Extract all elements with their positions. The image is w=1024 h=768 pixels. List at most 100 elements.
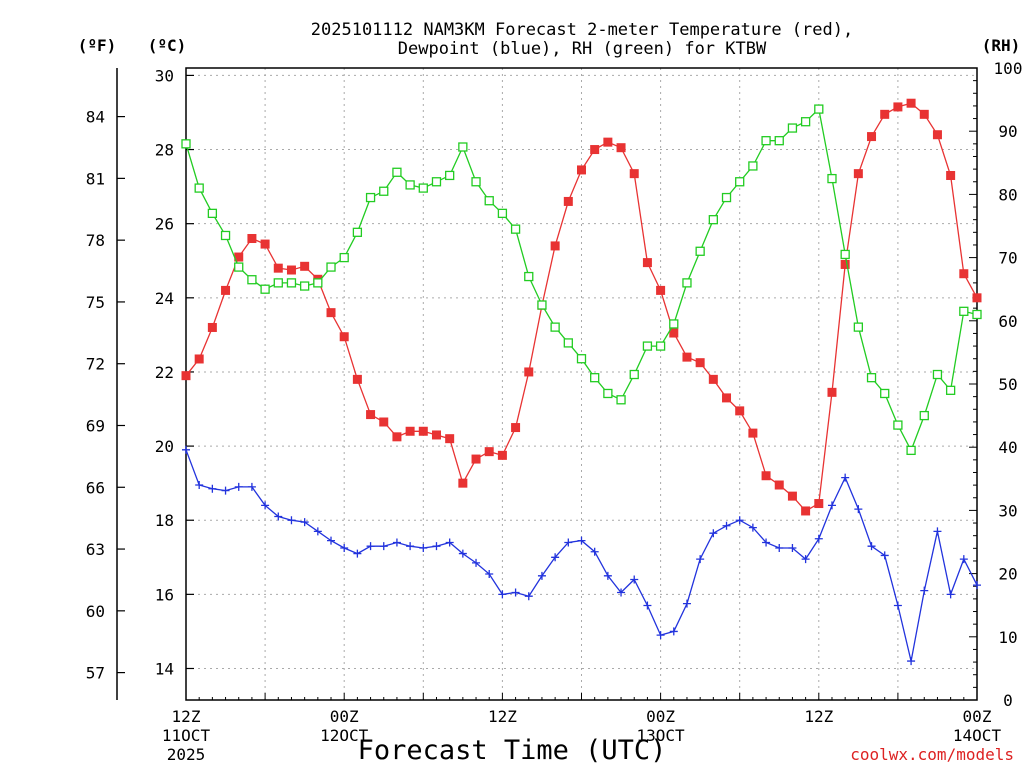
dewpoint-point xyxy=(472,558,481,567)
rh-point xyxy=(642,341,653,351)
temperature-point xyxy=(366,410,376,420)
dewpoint-point xyxy=(603,571,612,580)
rh-point xyxy=(392,167,402,177)
time-tick-label: 12Z xyxy=(488,707,517,726)
rh-axis-label: (RH) xyxy=(982,36,1021,55)
dewpoint-point xyxy=(353,549,362,558)
rh-point xyxy=(761,136,771,146)
rh-point xyxy=(299,281,310,291)
dewpoint-point xyxy=(195,481,204,490)
dewpoint-point xyxy=(748,523,757,532)
temperature-point xyxy=(577,165,586,175)
time-tick-label: 11OCT xyxy=(162,726,211,745)
temperature-point xyxy=(511,423,521,433)
temperature-point xyxy=(827,387,837,397)
temperature-point xyxy=(550,241,560,251)
rh-point xyxy=(405,180,415,190)
celsius-tick-label: 22 xyxy=(155,363,174,382)
rh-tick-label: 0 xyxy=(1003,691,1013,710)
dewpoint-point xyxy=(406,542,415,551)
temperature-point xyxy=(880,109,890,119)
temperature-point xyxy=(893,102,903,112)
dewpoint-point xyxy=(590,547,599,556)
fahrenheit-tick-label: 72 xyxy=(86,355,105,374)
dewpoint-point xyxy=(643,601,652,610)
rh-point xyxy=(524,271,534,282)
rh-point xyxy=(207,208,218,219)
time-tick-label: 12OCT xyxy=(320,726,369,745)
rh-point xyxy=(880,388,890,399)
rh-point xyxy=(735,177,745,187)
rh-point xyxy=(247,275,257,285)
time-tick-label: 00Z xyxy=(963,707,992,726)
gridlines xyxy=(186,68,977,700)
temperature-point xyxy=(708,374,718,384)
dewpoint-point xyxy=(327,536,336,545)
time-tick-label: 12Z xyxy=(804,707,833,726)
dewpoint-point xyxy=(893,601,902,610)
x-axis-title: Forecast Time (UTC) xyxy=(358,735,667,766)
rh-tick-label: 60 xyxy=(998,312,1017,331)
rh-point xyxy=(471,177,481,187)
temperature-point xyxy=(352,374,362,384)
rh-point xyxy=(260,284,270,294)
rh-point xyxy=(194,183,204,193)
temperature-point xyxy=(669,328,679,338)
rh-point xyxy=(748,161,758,171)
dewpoint-point xyxy=(537,571,546,580)
rh-point xyxy=(576,354,587,364)
rh-point xyxy=(669,319,679,329)
rh-point xyxy=(352,227,363,237)
dewpoint-point xyxy=(274,512,283,521)
dewpoint-point xyxy=(485,569,494,578)
dewpoint-point xyxy=(340,544,349,553)
rh-point xyxy=(959,306,969,316)
temperature-point xyxy=(405,426,415,436)
temperature-point xyxy=(603,137,613,147)
dewpoint-point xyxy=(379,542,388,551)
temperature-point xyxy=(840,259,850,269)
rh-point xyxy=(537,300,547,310)
dewpoint-point xyxy=(762,538,771,547)
rh-point xyxy=(590,373,600,383)
temperature-point xyxy=(181,371,191,381)
rh-point xyxy=(458,142,468,152)
temperature-point xyxy=(497,450,507,460)
rh-point xyxy=(563,338,573,348)
dewpoint-point xyxy=(735,516,744,525)
rh-point xyxy=(919,410,929,421)
rh-tick-label: 20 xyxy=(998,565,1017,584)
rh-point xyxy=(497,208,508,219)
temperature-point xyxy=(300,261,310,271)
rh-tick-label: 100 xyxy=(994,59,1023,78)
dewpoint-point xyxy=(682,599,691,608)
rh-point xyxy=(893,420,903,430)
dewpoint-point xyxy=(801,555,810,564)
fahrenheit-tick-label: 84 xyxy=(86,108,105,127)
dewpoint-point xyxy=(841,473,850,482)
rh-point xyxy=(286,278,297,288)
fahrenheit-ticks: 57 60 63 66 69 72 75 78 81 84 xyxy=(86,108,125,683)
temperature-point xyxy=(563,196,573,206)
dewpoint-point xyxy=(854,505,863,514)
celsius-tick-label: 16 xyxy=(155,585,174,604)
time-tick-label: 00Z xyxy=(646,707,675,726)
dewpoint-point xyxy=(920,586,929,595)
rh-point xyxy=(655,341,666,351)
rh-point xyxy=(972,309,982,320)
dewpoint-point xyxy=(287,516,296,525)
dewpoint-point xyxy=(656,631,665,640)
axes xyxy=(116,67,978,701)
temperature-point xyxy=(761,471,771,481)
dewpoint-point xyxy=(933,527,942,536)
dewpoint-point xyxy=(498,590,507,599)
rh-point xyxy=(840,249,850,260)
dewpoint-point xyxy=(247,482,256,491)
celsius-tick-label: 26 xyxy=(155,215,174,234)
rh-point xyxy=(629,369,639,380)
time-tick-label: 14OCT xyxy=(953,726,1002,745)
dewpoint-point xyxy=(221,486,230,495)
dewpoint-point xyxy=(867,542,876,551)
rh-point xyxy=(814,104,824,114)
time-tick-label: 2025 xyxy=(167,745,206,764)
